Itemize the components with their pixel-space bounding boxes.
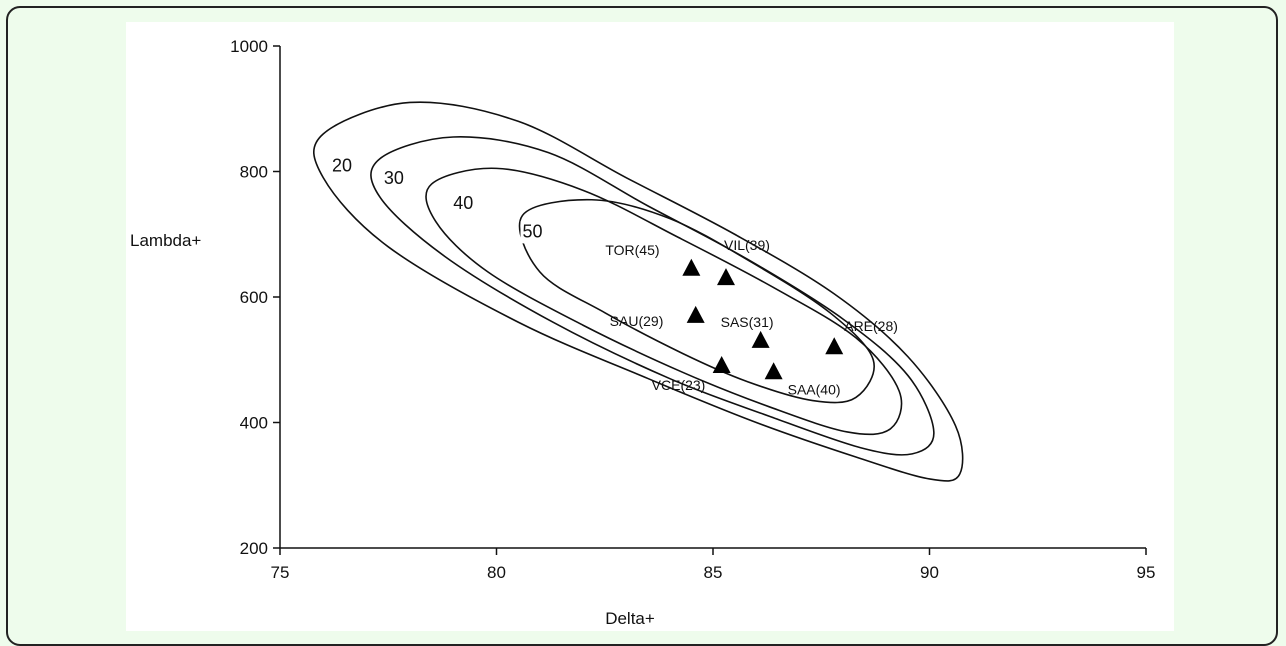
contour-label: 40	[453, 193, 473, 213]
y-tick-label: 400	[240, 414, 268, 433]
contour-label-bg	[451, 193, 482, 216]
data-point-marker	[682, 258, 701, 276]
data-point-label: TOR(45)	[605, 242, 659, 258]
data-point-label: VIL(39)	[724, 237, 770, 253]
data-point-marker	[751, 330, 770, 348]
data-point-marker	[712, 356, 731, 374]
y-tick-label: 600	[240, 288, 268, 307]
data-point-marker	[716, 268, 735, 286]
data-point-marker	[825, 337, 844, 355]
y-axis-title: Lambda+	[130, 231, 201, 250]
data-point-label: ARE(28)	[844, 318, 898, 334]
y-tick-label: 200	[240, 539, 268, 558]
data-point-marker	[686, 305, 705, 323]
x-tick-label: 95	[1137, 563, 1156, 582]
contour-label-bg	[329, 155, 360, 178]
x-tick-label: 90	[920, 563, 939, 582]
data-point-label: SAS(31)	[721, 314, 774, 330]
x-tick-label: 85	[704, 563, 723, 582]
axis-layer: 75 80 85 90 95 200 400 600 800 1000	[230, 37, 1155, 582]
contour-layer: 20 30 40 50	[313, 101, 964, 482]
contour-label: 50	[522, 221, 542, 241]
contour-line-30	[370, 136, 935, 456]
contour-label: 30	[384, 168, 404, 188]
y-tick-label: 1000	[230, 37, 268, 56]
data-point-label: SAA(40)	[788, 381, 841, 397]
data-point-marker	[764, 362, 783, 380]
contour-label-bg	[381, 168, 412, 191]
y-tick-label: 800	[240, 163, 268, 182]
contour-line-20	[313, 101, 964, 482]
plot-panel	[126, 22, 1174, 631]
contour-line-50	[518, 198, 875, 404]
data-point-label: VCE(23)	[652, 377, 706, 393]
data-point-label: SAU(29)	[610, 313, 664, 329]
contour-scatter-chart: 20 30 40 50 75 80 85 90 95 200 400 600 800 1000 TOR(…	[130, 37, 1155, 628]
contour-label: 20	[332, 156, 352, 176]
point-layer: TOR(45) VIL(39) SAU(29) SAS(31) ARE(28) VCE(2…	[605, 237, 898, 397]
x-axis-title: Delta+	[605, 609, 655, 628]
x-tick-label: 80	[487, 563, 506, 582]
contour-label-bg	[520, 221, 551, 244]
x-tick-label: 75	[271, 563, 290, 582]
